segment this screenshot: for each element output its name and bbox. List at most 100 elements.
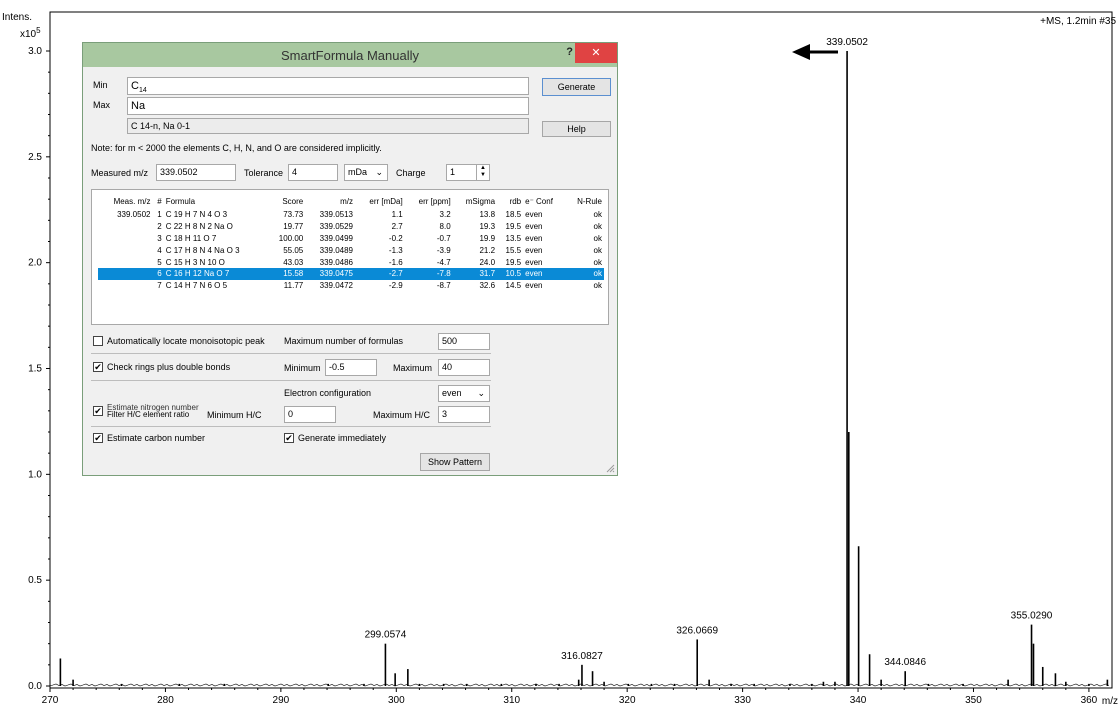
table-cell: 15.5 — [505, 245, 522, 255]
auto-locate-checkbox[interactable] — [93, 336, 103, 346]
help-button[interactable]: Help — [542, 121, 611, 137]
y-tick-label: 3.0 — [28, 46, 42, 57]
y-tick-label: 2.5 — [28, 152, 42, 163]
check-rings-checkbox[interactable]: ✔ — [93, 362, 103, 372]
table-cell: 14.5 — [505, 281, 522, 291]
table-cell: 3.2 — [439, 210, 451, 220]
table-cell — [98, 267, 153, 280]
table-cell — [98, 244, 152, 256]
x-tick-label: 280 — [157, 695, 174, 706]
close-button[interactable]: ✕ — [575, 43, 617, 63]
table-cell: 19.9 — [479, 233, 496, 243]
table-cell: 19.77 — [283, 222, 304, 232]
table-cell: C 17 H 8 N 4 Na O 3 — [165, 245, 240, 255]
column-header[interactable]: Formula — [165, 196, 196, 206]
rdb-max-input[interactable]: 40 — [438, 359, 490, 376]
column-header[interactable]: rdb — [509, 196, 522, 206]
table-cell: 19.5 — [505, 257, 522, 267]
show-pattern-button[interactable]: Show Pattern — [420, 453, 490, 471]
table-cell: ok — [593, 233, 602, 243]
min-formula-input[interactable]: C14 — [127, 77, 529, 95]
tolerance-input[interactable]: 4 — [288, 164, 338, 181]
table-cell: 1 — [157, 210, 162, 220]
column-header[interactable]: mSigma — [465, 196, 496, 206]
electron-config-select[interactable]: even ⌄ — [438, 385, 490, 402]
table-cell: -1.6 — [388, 257, 403, 267]
peak-label: 299.0574 — [365, 630, 407, 641]
table-cell: 32.6 — [479, 281, 496, 291]
table-cell: -8.7 — [436, 281, 451, 291]
hc-max-label: Maximum H/C — [373, 410, 431, 420]
peak-label: 316.0827 — [561, 651, 603, 662]
table-cell: 3 — [157, 233, 162, 243]
generate-button[interactable]: Generate — [542, 78, 611, 96]
auto-locate-label: Automatically locate monoisotopic peak — [107, 336, 265, 346]
table-cell: C 14 H 7 N 6 O 5 — [165, 281, 228, 291]
column-header[interactable]: N-Rule — [577, 196, 602, 206]
table-cell: 19.3 — [479, 222, 496, 232]
table-cell: 339.0513 — [319, 210, 353, 220]
baseline-trace — [49, 683, 1110, 687]
column-header[interactable]: err [ppm] — [418, 196, 451, 206]
left-arrow-icon — [792, 44, 838, 60]
tolerance-unit-select[interactable]: mDa ⌄ — [344, 164, 388, 181]
table-cell: 339.0475 — [305, 267, 355, 280]
table-cell: ok — [593, 245, 602, 255]
table-cell — [98, 233, 152, 245]
table-cell: -2.9 — [388, 281, 403, 291]
max-formulas-label: Maximum number of formulas — [284, 336, 404, 346]
estimate-carbon-checkbox[interactable]: ✔ — [93, 433, 103, 443]
charge-stepper[interactable]: 1 ▲ ▼ — [446, 164, 490, 181]
spinner-icon[interactable]: ▲ ▼ — [476, 165, 489, 180]
table-cell — [98, 221, 152, 233]
column-header[interactable]: Meas. m/z — [113, 196, 151, 206]
hc-min-input[interactable]: 0 — [284, 406, 336, 423]
column-header[interactable]: m/z — [340, 196, 353, 206]
table-cell: 43.03 — [283, 257, 304, 267]
table-cell: -0.2 — [388, 233, 403, 243]
peak-label: 326.0669 — [676, 625, 718, 636]
dialog-titlebar[interactable]: SmartFormula Manually ? ✕ — [83, 43, 617, 67]
column-header[interactable]: e⁻ Conf — [525, 196, 553, 206]
column-header[interactable]: # — [157, 196, 162, 206]
formula-range-summary: C 14-n, Na 0-1 — [127, 118, 529, 134]
table-cell: C 18 H 11 O 7 — [165, 233, 217, 243]
y-tick-label: 0.5 — [28, 575, 42, 586]
x-tick-label: 320 — [619, 695, 636, 706]
estimate-nitrogen-checkbox[interactable]: ✔ — [93, 406, 103, 416]
table-cell: 339.0472 — [319, 281, 353, 291]
hc-max-input[interactable]: 3 — [438, 406, 490, 423]
tolerance-label: Tolerance — [244, 168, 284, 178]
generate-immediately-checkbox[interactable]: ✔ — [284, 433, 294, 443]
generate-immediately-label: Generate immediately — [298, 433, 387, 443]
table-cell: even — [525, 245, 543, 255]
table-cell: 19.5 — [505, 222, 522, 232]
table-cell: 13.5 — [505, 233, 522, 243]
min-label: Min — [93, 80, 108, 90]
y-axis-title: Intens. — [2, 12, 32, 23]
table-cell: -4.7 — [436, 257, 451, 267]
peak-label: 339.0502 — [826, 37, 868, 48]
table-cell: 339.0502 — [117, 210, 151, 220]
column-header[interactable]: Score — [282, 196, 304, 206]
measured-mz-input[interactable]: 339.0502 — [156, 164, 236, 181]
max-formulas-input[interactable]: 500 — [438, 333, 490, 350]
rdb-min-input[interactable]: -0.5 — [325, 359, 377, 376]
table-cell: even — [525, 222, 543, 232]
table-cell: C 15 H 3 N 10 O — [165, 257, 225, 267]
resize-grip-icon[interactable] — [605, 463, 615, 473]
table-cell: 339.0489 — [319, 245, 353, 255]
help-icon[interactable]: ? — [566, 46, 573, 58]
chevron-down-icon: ⌄ — [477, 388, 485, 398]
max-formula-input[interactable]: Na — [127, 97, 529, 115]
table-cell: 339.0529 — [319, 222, 353, 232]
electron-config-label: Electron configuration — [284, 388, 372, 398]
column-header[interactable]: err [mDa] — [369, 196, 403, 206]
table-row[interactable]: 339.0502 1 C 19 H 7 N 4 O 3 73.73 339.0513 1.… — [98, 209, 604, 221]
